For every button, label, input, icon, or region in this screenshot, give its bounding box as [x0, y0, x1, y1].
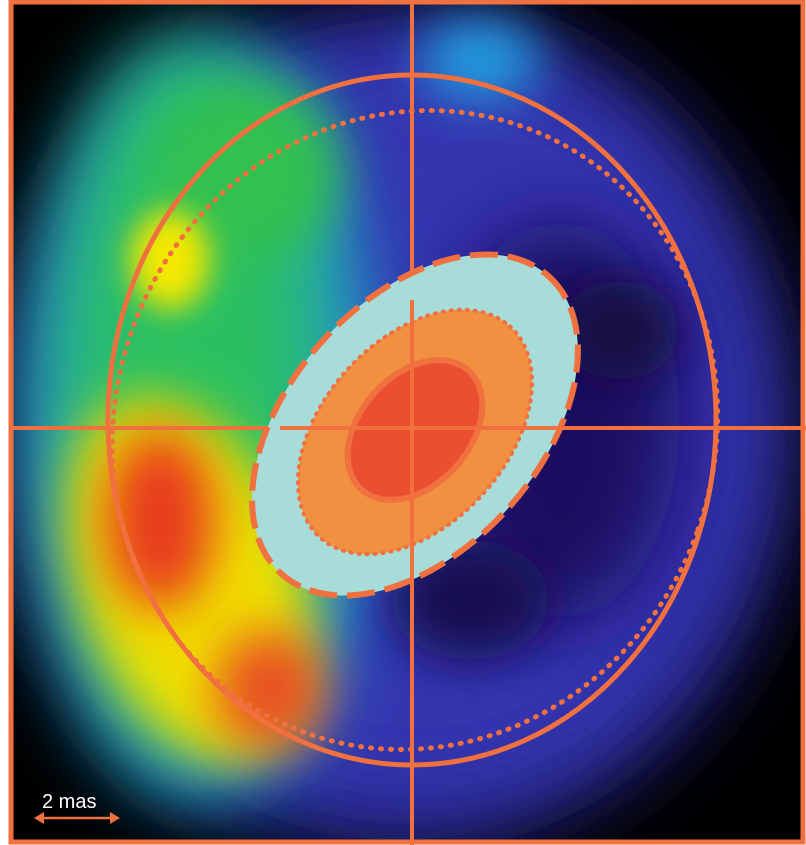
overlays: [8, 0, 806, 845]
scale-label: 2 mas: [42, 791, 96, 813]
scale-bar: 2 mas: [34, 791, 120, 824]
frame: [8, 0, 806, 845]
dotted-ellipse: [109, 107, 721, 753]
scale-arrows: [34, 812, 120, 824]
